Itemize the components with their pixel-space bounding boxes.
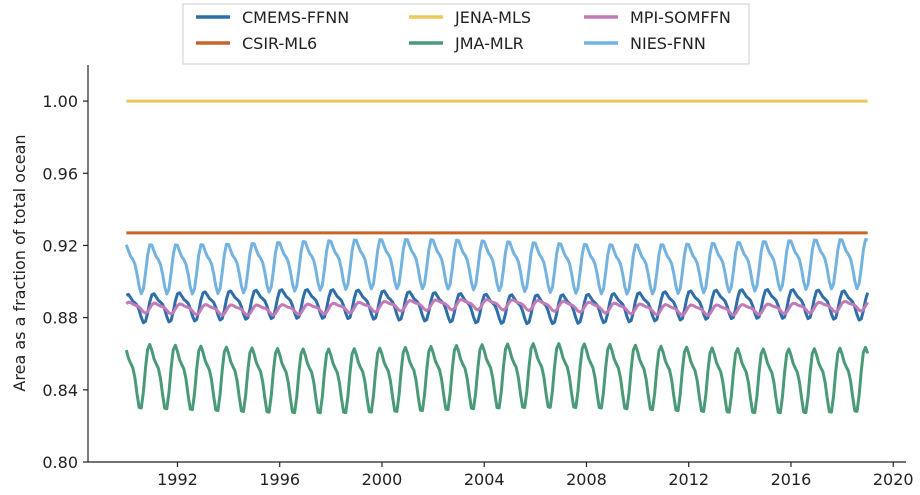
series-line-cmems-ffnn <box>125 288 870 326</box>
y-tick-label: 1.00 <box>42 92 78 111</box>
x-tick-label: 2008 <box>566 470 607 489</box>
legend-label-nies-fnn: NIES-FNN <box>630 34 706 53</box>
y-tick-label: 0.96 <box>42 164 78 183</box>
legend-frame <box>182 3 750 65</box>
legend-label-jma-mlr: JMA-MLR <box>454 34 524 53</box>
ticks: 1992 1996 2000 2004 2008 2012 2016 2020 0.80 0.84… <box>42 92 913 489</box>
axes <box>87 65 906 463</box>
x-tick-label: 2012 <box>668 470 709 489</box>
legend-label-cmems-ffnn: CMEMS-FFNN <box>242 8 349 27</box>
legend: CMEMS-FFNN CSIR-ML6 JENA-MLS JMA-MLR MPI-SOM… <box>182 3 750 65</box>
legend-label-mpi-somffn: MPI-SOMFFN <box>630 8 731 27</box>
x-tick-label: 2016 <box>771 470 812 489</box>
y-tick-label: 0.84 <box>42 381 78 400</box>
legend-label-csir-ml6: CSIR-ML6 <box>242 34 317 53</box>
x-tick-label: 2000 <box>362 470 403 489</box>
x-tick-label: 2004 <box>464 470 505 489</box>
legend-label-jena-mls: JENA-MLS <box>454 8 531 27</box>
x-tick-label: 2020 <box>873 470 914 489</box>
series-line-jma-mlr <box>124 342 870 415</box>
y-axis-title: Area as a fraction of total ocean <box>10 134 29 391</box>
x-tick-label: 1996 <box>259 470 300 489</box>
y-tick-label: 0.92 <box>42 236 78 255</box>
y-tick-label: 0.88 <box>42 309 78 328</box>
x-tick-label: 1992 <box>157 470 198 489</box>
y-tick-label: 0.80 <box>42 453 78 472</box>
series-line-mpi-somffn <box>125 298 869 317</box>
series-layer <box>124 99 870 415</box>
series-line-nies-fnn <box>124 237 868 296</box>
